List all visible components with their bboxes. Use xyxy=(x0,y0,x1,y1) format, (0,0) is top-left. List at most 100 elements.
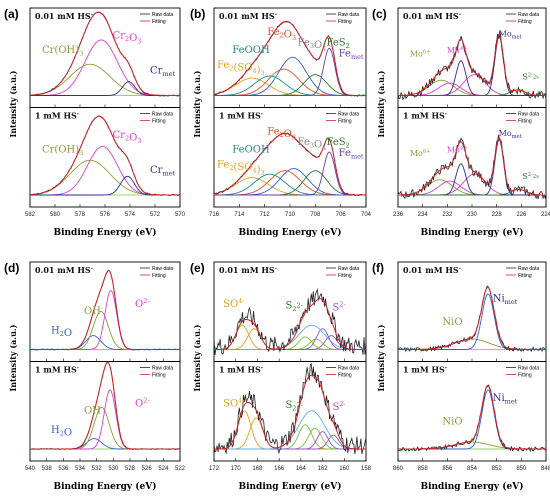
peak-label: Fe2(SO4)3 xyxy=(217,60,265,78)
subplot-title: 1 mM HS- xyxy=(403,365,447,375)
subplot-title: 0.01 mM HS- xyxy=(403,11,461,21)
legend-raw-label: Raw data xyxy=(152,12,173,18)
peak-label: Cr2O3 xyxy=(113,130,142,145)
panel-letter: (a) xyxy=(4,7,19,21)
fit-envelope-line xyxy=(213,20,366,96)
x-tick-label: 230 xyxy=(467,212,478,218)
x-tick-label: 172 xyxy=(209,466,220,472)
x-tick-label: 582 xyxy=(25,212,36,218)
x-tick-label: 160 xyxy=(339,466,350,472)
panel-letter: (e) xyxy=(190,261,205,275)
x-tick-label: 170 xyxy=(231,466,242,472)
raw-data-line xyxy=(397,285,547,353)
peak-label: Nimet xyxy=(493,293,518,306)
x-tick-label: 524 xyxy=(158,466,169,472)
legend-fit-label: Fitting xyxy=(338,119,352,125)
x-axis-label: Binding Energy (eV) xyxy=(420,481,523,492)
legend-fit-label: Fitting xyxy=(518,373,532,379)
x-tick-label: 538 xyxy=(42,466,53,472)
peak-label: S2-2s xyxy=(522,172,539,181)
subplot-title: 1 mM HS- xyxy=(35,365,79,375)
y-axis-label: Intensity (a.u.) xyxy=(376,70,386,137)
legend-raw-label: Raw data xyxy=(338,12,359,18)
fit-envelope-line xyxy=(30,11,180,96)
peak-label: Femet xyxy=(339,48,364,61)
panel-letter: (d) xyxy=(4,261,19,275)
x-tick-label: 852 xyxy=(492,466,503,472)
peak-label: Cr(OH)3 xyxy=(42,45,83,58)
y-axis-label: Intensity (a.u.) xyxy=(376,324,386,391)
fit-component xyxy=(214,47,366,96)
x-tick-label: 848 xyxy=(541,466,550,472)
subplot-frame xyxy=(213,361,367,462)
x-tick-label: 856 xyxy=(442,466,453,472)
legend-fit-label: Fitting xyxy=(152,273,166,279)
peak-label: H2O xyxy=(51,326,72,340)
subplot-title: 0.01 mM HS- xyxy=(35,265,93,275)
legend-fit-label: Fitting xyxy=(338,373,352,379)
x-tick-label: 858 xyxy=(418,466,429,472)
peak-label: NiO xyxy=(442,317,462,328)
fit-envelope-line xyxy=(213,132,366,196)
x-tick-label: 226 xyxy=(516,212,527,218)
y-axis-label: Intensity (a.u.) xyxy=(8,70,18,137)
panel-5: (f) Intensity (a.u.) Binding Energy (eV) 86… xyxy=(372,261,550,492)
panel-1: (b) Intensity (a.u.) Binding Energy (eV) 71… xyxy=(190,7,372,238)
peak-label: NiO xyxy=(442,416,462,427)
peak-label: Femet xyxy=(339,148,364,161)
peak-label: S2-2s xyxy=(522,73,539,82)
x-tick-label: 236 xyxy=(393,212,404,218)
peak-label: Cr2O3 xyxy=(113,31,142,46)
y-axis-label: Intensity (a.u.) xyxy=(192,324,202,391)
fit-component xyxy=(214,151,366,196)
legend-fit-label: Fitting xyxy=(518,19,532,25)
raw-data-line xyxy=(397,30,547,101)
panel-letter: (b) xyxy=(190,7,205,21)
peak-label: Momet xyxy=(499,30,523,41)
x-tick-label: 540 xyxy=(25,466,36,472)
y-axis-label: Intensity (a.u.) xyxy=(192,70,202,137)
peak-label: O2- xyxy=(135,397,150,410)
peak-label: S2- xyxy=(333,400,346,413)
fit-component xyxy=(30,335,180,350)
fit-component xyxy=(398,293,546,350)
peak-label: OH- xyxy=(84,304,103,317)
legend-raw-label: Raw data xyxy=(518,12,539,18)
subplot-frame xyxy=(397,107,547,208)
panel-0: (a) Intensity (a.u.) Binding Energy (eV) 58… xyxy=(4,7,186,238)
legend-fit-label: Fitting xyxy=(338,19,352,25)
peak-label: Fe2O3 xyxy=(267,27,296,42)
x-tick-label: 572 xyxy=(150,212,161,218)
legend-raw-label: Raw data xyxy=(518,112,539,118)
x-axis-label: Binding Energy (eV) xyxy=(238,227,341,238)
peak-label: Crmet xyxy=(150,65,175,78)
subplot-frame xyxy=(213,107,367,208)
subplot-frame xyxy=(29,361,181,462)
fit-component xyxy=(30,389,180,450)
subplot-title: 1 mM HS- xyxy=(403,111,447,121)
x-tick-label: 232 xyxy=(442,212,453,218)
x-axis-label: Binding Energy (eV) xyxy=(53,481,156,492)
x-tick-label: 716 xyxy=(209,212,220,218)
x-tick-label: 234 xyxy=(418,212,429,218)
peak-label: FeS2 xyxy=(326,137,349,150)
legend-fit-label: Fitting xyxy=(338,273,352,279)
fit-envelope-line xyxy=(214,298,366,350)
peak-label: SO4- xyxy=(223,297,244,310)
peak-label: FeOOH xyxy=(232,144,270,155)
peak-label: Mo4+ xyxy=(447,46,468,55)
peak-label: Fe3O4 xyxy=(298,137,327,152)
x-tick-label: 224 xyxy=(541,212,550,218)
panel-letter: (f) xyxy=(372,261,384,275)
subplot-title: 0.01 mM HS- xyxy=(219,265,277,275)
x-axis-label: Binding Energy (eV) xyxy=(53,227,156,238)
x-tick-label: 706 xyxy=(336,212,347,218)
legend-raw-label: Raw data xyxy=(152,112,173,118)
peak-label: Fe3O4 xyxy=(298,38,327,53)
raw-data-line xyxy=(29,269,181,351)
x-tick-label: 576 xyxy=(100,212,111,218)
legend-fit-label: Fitting xyxy=(152,119,166,125)
x-tick-label: 166 xyxy=(274,466,285,472)
legend-fit-label: Fitting xyxy=(518,119,532,125)
x-tick-label: 228 xyxy=(492,212,503,218)
